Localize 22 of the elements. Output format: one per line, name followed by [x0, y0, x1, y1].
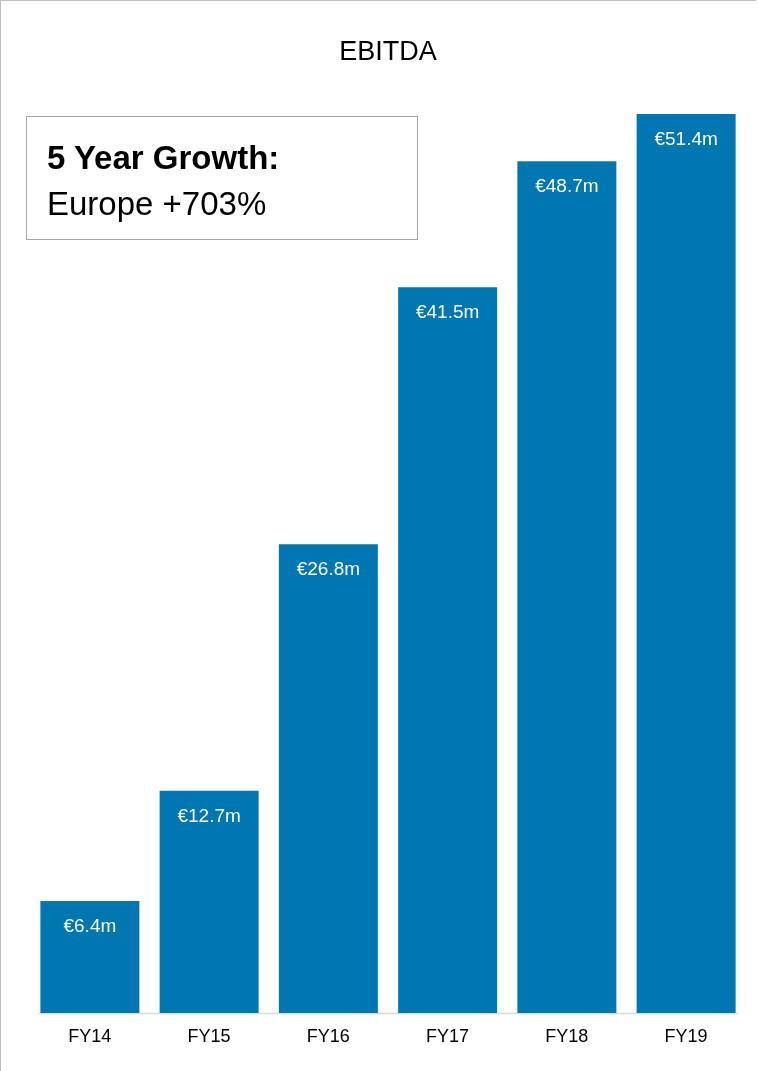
annotation: Europe +703% [47, 184, 268, 224]
bar [40, 901, 140, 1013]
note-box: 5 Year Growth: Europe +703% [26, 116, 418, 240]
x-tick-label: FY16 [306, 1025, 350, 1046]
data-label: €41.5m [415, 301, 480, 323]
x-tick-label: FY14 [68, 1025, 112, 1046]
x-tick-label: FY18 [545, 1025, 589, 1046]
bar [278, 544, 378, 1013]
bar [398, 287, 498, 1013]
data-label: €26.8m [296, 558, 361, 580]
x-tick-label: FY17 [426, 1025, 470, 1046]
data-label: €6.4m [63, 915, 117, 937]
bar [517, 161, 617, 1013]
annotation: 5 Year Growth: [47, 138, 281, 178]
data-label: €12.7m [177, 804, 241, 826]
bar [636, 114, 736, 1013]
data-label: €48.7m [535, 175, 599, 197]
x-tick-label: FY19 [664, 1025, 708, 1046]
chart-title: EBITDA [339, 36, 437, 66]
data-label: €51.4m [654, 128, 718, 149]
x-tick-label: FY15 [187, 1025, 231, 1046]
bar [159, 790, 259, 1013]
